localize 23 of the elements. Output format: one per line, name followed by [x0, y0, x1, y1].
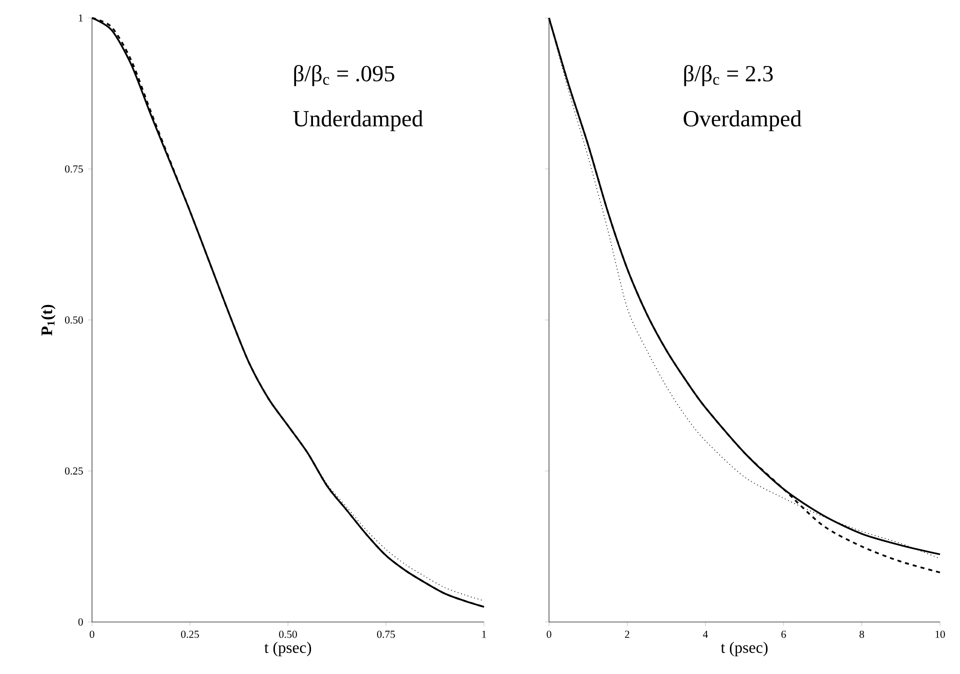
annotation: β/β$_{c}$ = 2.3: [684, 64, 773, 86]
x-tick-label: 2: [625, 630, 630, 638]
x-tick-label: 8: [860, 630, 864, 638]
x-axis-title: t (psec): [720, 642, 768, 656]
x-tick-label: 1: [482, 630, 486, 638]
x-tick-label: 0.25: [181, 630, 199, 638]
x-tick-label: 0.50: [279, 630, 297, 638]
y-tick-label: 0.75: [65, 165, 83, 173]
y-tick-label: 0.25: [65, 467, 83, 475]
x-tick-label: 0: [546, 630, 552, 638]
y-tick-label: 1: [78, 14, 83, 22]
annotation: Overdamped: [684, 110, 802, 132]
x-tick-label: 10: [936, 630, 945, 638]
annotation: Underdamped: [293, 110, 423, 132]
annotation: β/β$_{c}$ = .095: [294, 64, 394, 86]
x-tick-label: 0: [90, 630, 94, 638]
y-tick-label: 0: [78, 618, 83, 626]
x-axis-title: t (psec): [264, 642, 312, 656]
x-tick-label: 4: [702, 630, 708, 638]
x-tick-label: 0.75: [377, 630, 395, 638]
x-tick-label: 6: [781, 630, 786, 638]
y-axis-title: P$_{1}$(t): [40, 304, 56, 336]
y-tick-label: 0.50: [65, 316, 83, 324]
